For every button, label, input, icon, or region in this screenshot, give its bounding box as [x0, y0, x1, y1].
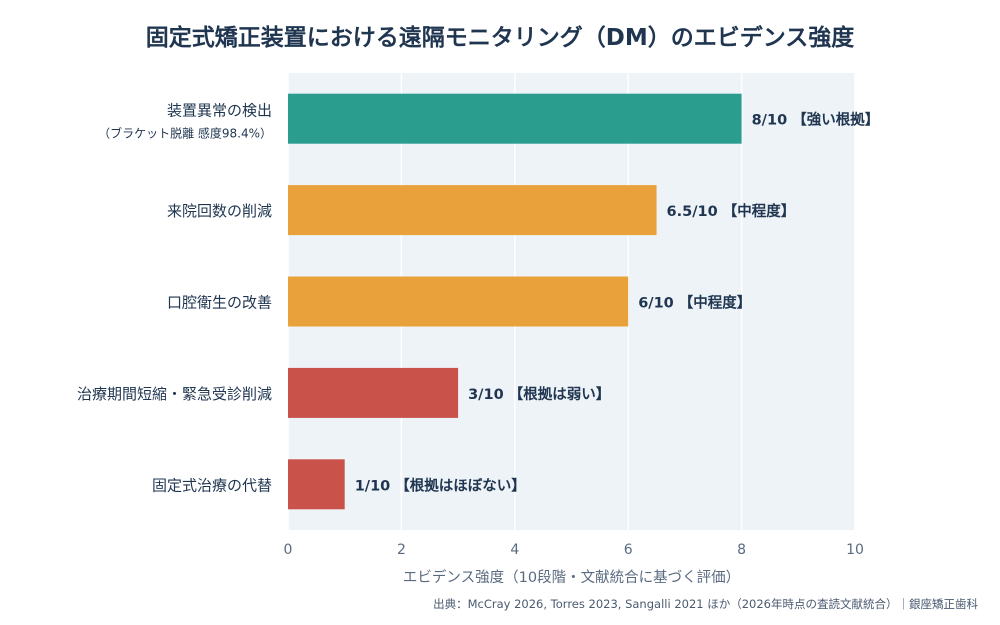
category-sublabel: （ブラケット脱離 感度98.4%）	[98, 126, 272, 141]
data-label: 8/10 【強い根拠】	[752, 111, 880, 129]
category-label: 来院回数の削減	[167, 202, 272, 220]
source-note: 出典：McCray 2026, Torres 2023, Sangalli 20…	[433, 597, 978, 611]
data-label: 6.5/10 【中程度】	[667, 202, 796, 220]
bar	[288, 93, 742, 144]
x-tick-label: 8	[737, 542, 746, 558]
category-label: 口腔衛生の改善	[167, 294, 272, 312]
x-tick-label: 10	[846, 542, 864, 558]
chart-title: 固定式矯正装置における遠隔モニタリング（DM）のエビデンス強度	[145, 25, 855, 51]
bar	[288, 459, 345, 510]
category-label: 治療期間短縮・緊急受診削減	[77, 385, 272, 403]
x-tick-label: 4	[510, 542, 519, 558]
x-tick-label: 0	[284, 542, 293, 558]
category-labels: 装置異常の検出 （ブラケット脱離 感度98.4%） 来院回数の削減口腔衛生の改善治療…	[77, 102, 272, 495]
category-label: 装置異常の検出	[167, 102, 272, 120]
category-label: 固定式治療の代替	[152, 476, 272, 494]
data-label: 1/10 【根拠はほぼない】	[355, 476, 526, 494]
x-tick-label: 6	[624, 542, 633, 558]
data-label: 3/10 【根拠は弱い】	[468, 385, 610, 403]
bar	[288, 185, 657, 236]
data-label: 6/10 【中程度】	[638, 294, 751, 312]
x-tick-label: 2	[397, 542, 406, 558]
x-tick-labels: 0 2 4 6 8 10	[284, 542, 864, 558]
bar	[288, 367, 459, 418]
bar	[288, 276, 629, 327]
bars	[288, 93, 742, 510]
data-labels: 8/10 【強い根拠】 6.5/10 【中程度】 6/10 【中程度】 3/10 【根…	[355, 111, 880, 495]
x-axis-title: エビデンス強度（10段階・文献統合に基づく評価）	[403, 568, 740, 586]
